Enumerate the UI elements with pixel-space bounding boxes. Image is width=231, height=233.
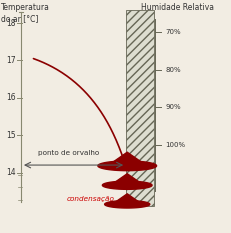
Text: Temperatura
do ar [°C]: Temperatura do ar [°C] — [1, 3, 49, 23]
Text: 16: 16 — [6, 93, 16, 102]
Text: Humidade Relativa: Humidade Relativa — [140, 3, 213, 12]
Polygon shape — [114, 174, 139, 182]
Text: 14: 14 — [6, 168, 16, 177]
Polygon shape — [116, 194, 138, 202]
Polygon shape — [112, 152, 141, 162]
Text: condensação: condensação — [67, 196, 115, 202]
Polygon shape — [97, 161, 156, 171]
Text: ponto de orvalho: ponto de orvalho — [38, 150, 99, 156]
Text: 100%: 100% — [165, 141, 185, 147]
Polygon shape — [102, 181, 151, 189]
Text: 90%: 90% — [165, 104, 180, 110]
Text: 18: 18 — [6, 19, 16, 27]
Text: 80%: 80% — [165, 67, 180, 73]
Text: 15: 15 — [6, 131, 16, 140]
Bar — [125, 10, 154, 206]
Polygon shape — [104, 201, 149, 208]
Text: 17: 17 — [6, 56, 16, 65]
Text: 70%: 70% — [165, 29, 180, 35]
